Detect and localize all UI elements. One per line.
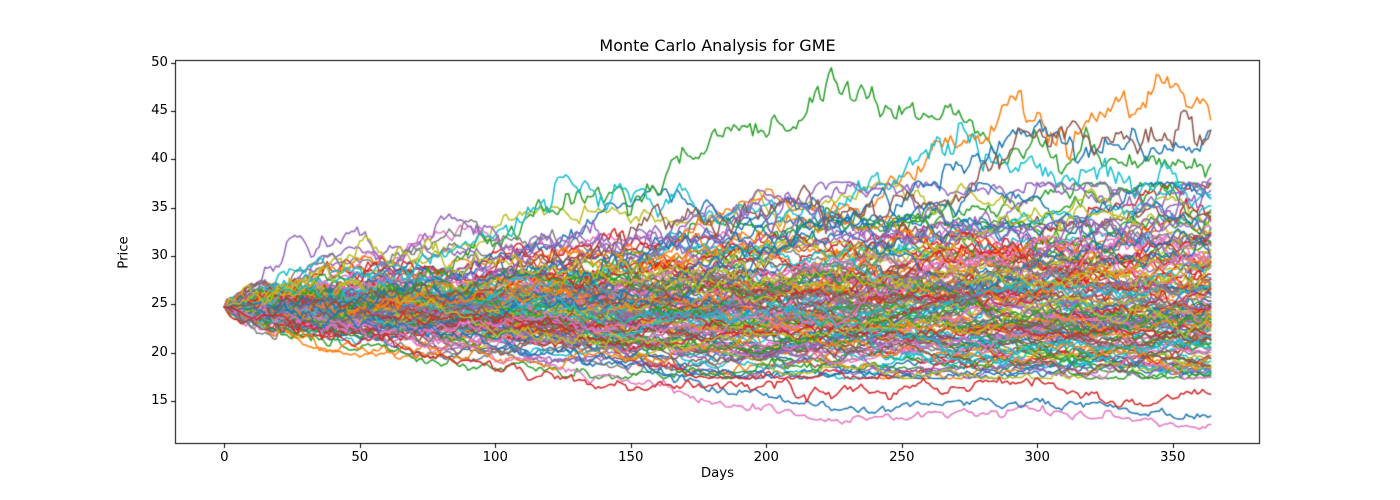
y-tick-label: 35 (151, 199, 168, 215)
x-axis-label: Days (700, 466, 735, 481)
y-tick-label: 40 (151, 151, 168, 167)
chart-title: Monte Carlo Analysis for GME (599, 36, 836, 55)
x-tick-label: 100 (482, 450, 508, 465)
x-tick-label: 300 (1024, 450, 1050, 465)
y-tick-label: 20 (151, 344, 168, 360)
x-tick-label: 50 (351, 450, 369, 465)
y-tick-label: 45 (151, 103, 168, 119)
y-tick-label: 25 (151, 296, 168, 312)
y-tick-label: 50 (151, 54, 168, 70)
y-tick-label: 30 (151, 248, 168, 263)
x-tick-label: 200 (753, 450, 779, 465)
x-tick-label: 350 (1160, 450, 1186, 465)
x-tick-label: 0 (220, 450, 229, 465)
y-tick-label: 15 (151, 392, 168, 408)
x-tick-label: 150 (618, 450, 644, 465)
x-tick-label: 250 (889, 450, 915, 465)
